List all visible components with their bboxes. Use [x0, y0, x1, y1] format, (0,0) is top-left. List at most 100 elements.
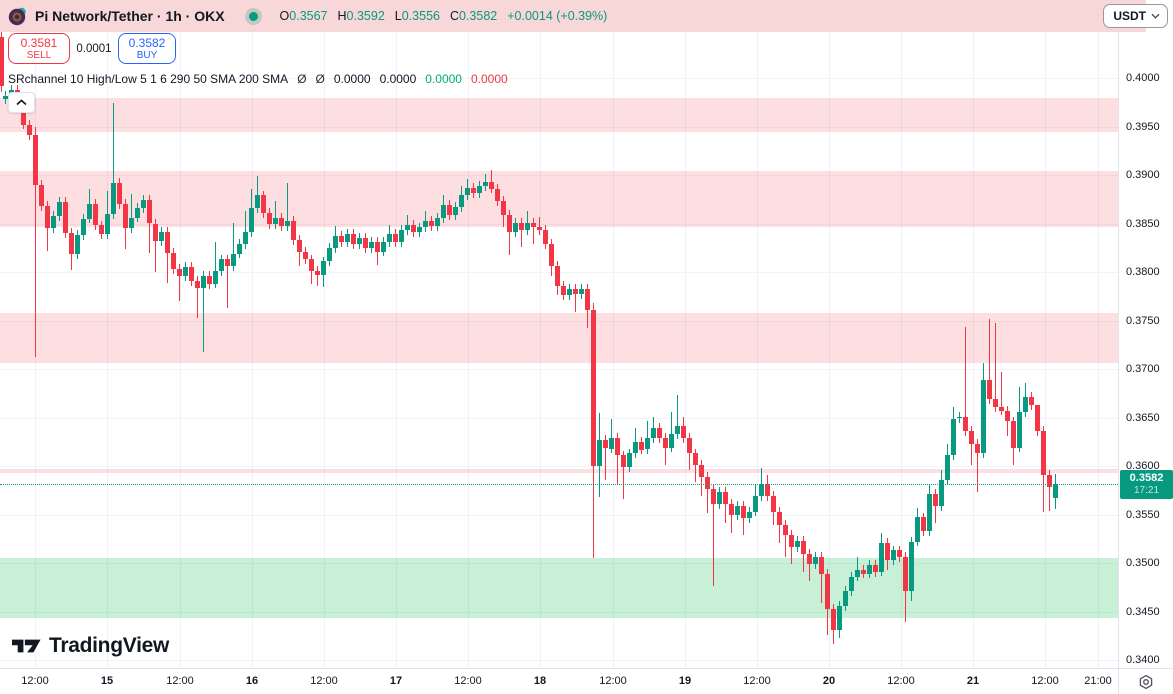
candle-wick: [539, 216, 540, 236]
candle: [675, 426, 680, 434]
price-tick-label: 0.3500: [1126, 557, 1160, 569]
candle: [999, 406, 1004, 411]
sell-button[interactable]: 0.3581 SELL: [8, 33, 70, 64]
candle-wick: [509, 209, 510, 256]
grid-line-vertical: [1045, 0, 1046, 668]
market-status-dot-icon[interactable]: [248, 11, 258, 21]
candle: [363, 238, 368, 248]
chart-plot-area[interactable]: [0, 0, 1118, 668]
tradingview-watermark[interactable]: TradingView: [12, 634, 169, 658]
time-tick-label: 20: [822, 675, 836, 687]
candle: [963, 416, 968, 432]
scale-settings-gear-icon[interactable]: [1138, 674, 1154, 690]
grid-line-horizontal: [0, 466, 1118, 467]
candle: [417, 227, 422, 233]
collapse-pane-button[interactable]: [8, 92, 35, 113]
candle: [927, 494, 932, 531]
candle: [111, 182, 116, 214]
candle: [543, 230, 548, 244]
candle: [795, 540, 800, 548]
price-axis[interactable]: 0.4000 0.3950 0.3900 0.3850 0.3800 0.3750 0.37…: [1118, 0, 1173, 668]
candle: [585, 288, 590, 310]
candle-wick: [965, 327, 966, 436]
grid-line-horizontal: [0, 224, 1118, 225]
candle: [537, 227, 542, 231]
candle: [483, 181, 488, 186]
candle: [813, 557, 818, 564]
grid-line-horizontal: [0, 515, 1118, 516]
resistance-zone: [0, 312, 1118, 364]
candle: [459, 195, 464, 207]
indicator-value: Ø: [315, 72, 325, 86]
time-tick-label: 12:00: [21, 675, 49, 687]
currency-dropdown[interactable]: USDT: [1103, 4, 1168, 28]
candle: [405, 224, 410, 231]
ohlc-item: H0.3592: [337, 9, 385, 23]
candle: [873, 564, 878, 572]
grid-line-vertical: [252, 0, 253, 668]
symbol-title[interactable]: Pi Network/Tether · 1h · OKX: [35, 8, 225, 24]
candle: [549, 243, 554, 267]
candle: [33, 135, 38, 185]
candle: [825, 573, 830, 609]
candle: [567, 288, 572, 296]
symbol-info-bar: Pi Network/Tether · 1h · OKX O0.3567 H0.3…: [0, 0, 1146, 32]
sell-price: 0.3581: [20, 36, 58, 50]
grid-line-vertical: [1098, 0, 1099, 668]
candle: [0, 37, 4, 86]
candle: [783, 525, 788, 535]
grid-line-horizontal: [0, 563, 1118, 564]
candle: [441, 205, 446, 218]
candle: [735, 505, 740, 516]
candle: [951, 418, 956, 456]
candle: [861, 569, 866, 574]
candle: [99, 225, 104, 235]
candle: [987, 379, 992, 400]
time-axis[interactable]: 12:00 15 12:00 16 12:00 17 12:00 18 12:00 19 12:00…: [0, 668, 1118, 694]
candle: [285, 220, 290, 227]
candle: [969, 431, 974, 444]
grid-line-horizontal: [0, 175, 1118, 176]
candle: [645, 437, 650, 450]
candle: [81, 218, 86, 236]
candle-wick: [701, 460, 702, 497]
time-tick-label: 18: [533, 675, 547, 687]
ohlc-item: O0.3567: [279, 9, 328, 23]
resistance-zone: [0, 468, 1118, 473]
candle: [477, 185, 482, 194]
time-tick-label: 12:00: [310, 675, 338, 687]
time-tick-label: 12:00: [454, 675, 482, 687]
candle: [237, 243, 242, 254]
candle: [687, 437, 692, 454]
support-zone: [0, 558, 1118, 619]
candle-wick: [233, 222, 234, 271]
grid-line-horizontal: [0, 127, 1118, 128]
candle: [765, 484, 770, 496]
grid-line-vertical: [468, 0, 469, 668]
candle-wick: [317, 266, 318, 286]
candle-wick: [227, 254, 228, 308]
candle: [1041, 431, 1046, 475]
candle: [147, 200, 152, 224]
candle: [747, 511, 752, 519]
candle: [831, 608, 836, 630]
candle-wick: [1049, 469, 1050, 511]
buy-button[interactable]: 0.3582 BUY: [118, 33, 176, 64]
candle: [531, 222, 536, 228]
candle: [603, 439, 608, 449]
candle: [1035, 404, 1040, 432]
candle: [39, 184, 44, 206]
price-tick-label: 0.3700: [1126, 363, 1160, 375]
candle: [375, 241, 380, 252]
candle-wick: [605, 435, 606, 480]
candle-wick: [695, 448, 696, 483]
candle-wick: [821, 552, 822, 603]
grid-line-vertical: [613, 0, 614, 668]
candle: [615, 437, 620, 456]
candle: [1047, 474, 1052, 488]
candle-wick: [533, 217, 534, 244]
candle: [183, 267, 188, 276]
candle-wick: [197, 275, 198, 318]
candle: [555, 266, 560, 286]
indicator-status-line[interactable]: SRchannel 10 High/Low 5 1 6 290 50 SMA 2…: [8, 72, 508, 86]
